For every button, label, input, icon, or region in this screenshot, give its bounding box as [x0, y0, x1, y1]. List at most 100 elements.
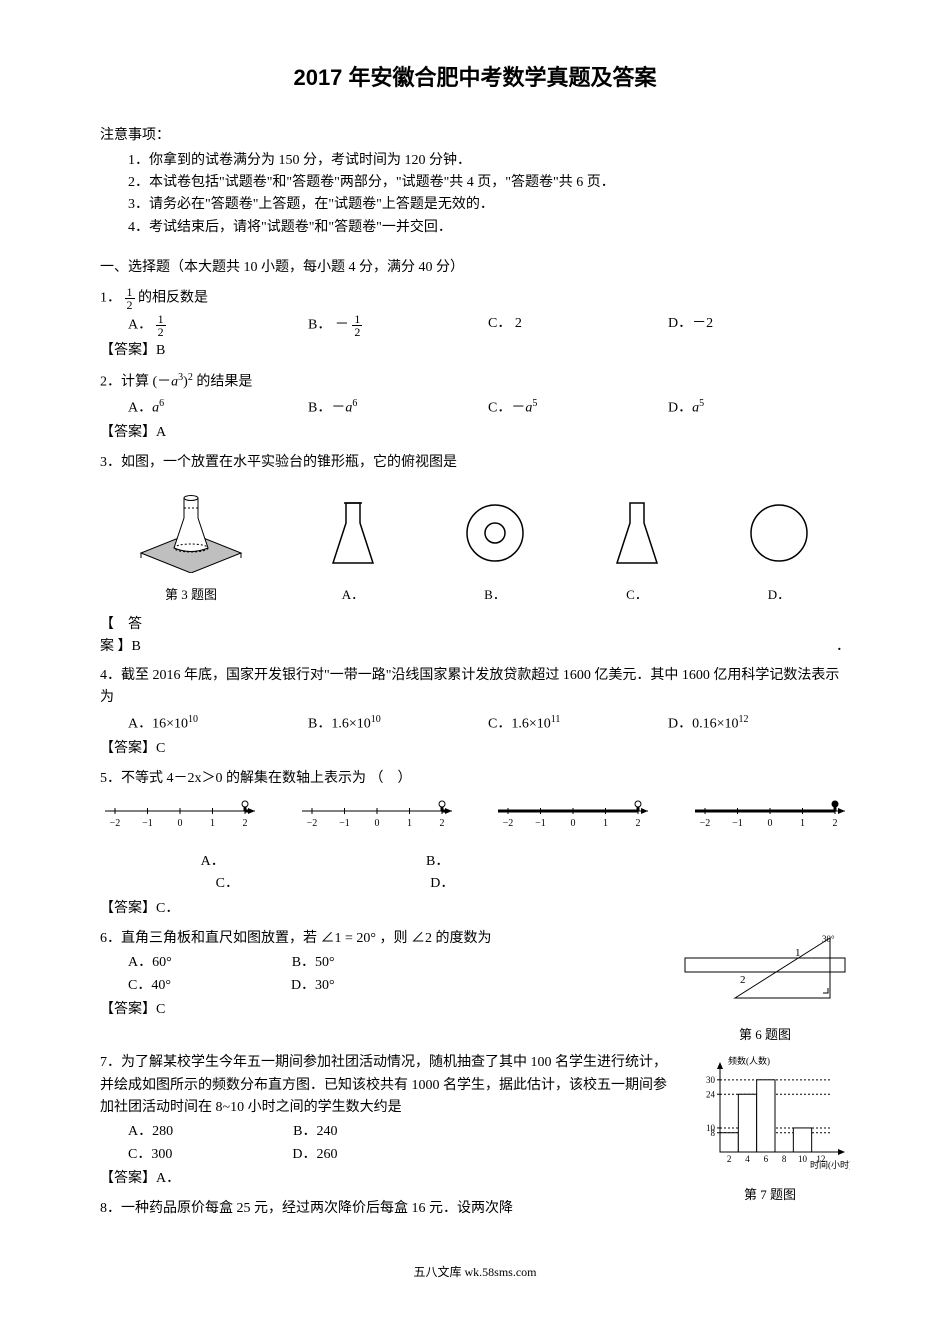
angle-label-30: 30° [822, 934, 835, 944]
page-title: 2017 年安徽合肥中考数学真题及答案 [100, 60, 850, 95]
fraction-denominator: 2 [125, 299, 135, 311]
choice-label: A． [128, 401, 152, 416]
superscript: 11 [551, 714, 561, 725]
q8-text: 8．一种药品原价每盒 25 元，经过两次降价后每盒 16 元．设两次降 [100, 1198, 680, 1220]
svg-text:−1: −1 [732, 818, 743, 829]
q1-choice-c: C． 2 [488, 313, 628, 338]
number-line-icon: −2−1012 [297, 796, 457, 836]
angle-2: ∠2 [411, 931, 432, 946]
flask-front-icon [602, 493, 672, 573]
question-4: 4．截至 2016 年底，国家开发银行对"一带一路"沿线国家累计发放贷款超过 1… [100, 665, 850, 760]
flask-front-icon [318, 493, 388, 573]
choice-label: B． [460, 585, 530, 606]
q2-prefix: 2．计算 [100, 375, 149, 390]
choice-label: C． [488, 716, 511, 731]
fraction: 1 2 [352, 313, 362, 338]
svg-text:0: 0 [178, 818, 183, 829]
choice-label: D． [668, 716, 692, 731]
number-line-icon: −2−1012 [100, 796, 260, 836]
svg-text:1: 1 [603, 818, 608, 829]
superscript: 5 [532, 398, 537, 409]
choice-label: C． [602, 585, 672, 606]
q7-text: 7．为了解某校学生今年五一期间参加社团活动情况，随机抽查了其中 100 名学生进… [100, 1052, 680, 1119]
fraction-denominator: 2 [352, 326, 362, 338]
sci-base: 1.6×10 [511, 716, 550, 731]
q1-fraction: 1 2 [125, 286, 135, 311]
q4-choice-b: B．1.6×1010 [308, 712, 448, 736]
section-1-title: 一、选择题（本大题共 10 小题，每小题 4 分，满分 40 分） [100, 257, 850, 279]
q7-choice-b: B．240 [293, 1121, 337, 1143]
svg-text:12: 12 [816, 1154, 825, 1164]
svg-text:10: 10 [706, 1123, 716, 1133]
superscript: 10 [371, 714, 381, 725]
svg-text:2: 2 [832, 818, 837, 829]
q1-answer: 【答案】B [100, 340, 850, 362]
q5-expr: 4－2x＞0 [167, 771, 223, 786]
choice-label: A． [128, 716, 152, 731]
question-1: 1． 1 2 的相反数是 A． 1 2 B． － 1 2 C． 2 D．－2 【… [100, 286, 850, 362]
q3-option-c-figure: C． [602, 493, 672, 606]
q5-suffix: 的解集在数轴上表示为 （ ） [226, 771, 412, 786]
svg-text:1: 1 [407, 818, 412, 829]
svg-text:−2: −2 [306, 818, 317, 829]
question-5: 5．不等式 4－2x＞0 的解集在数轴上表示为 （ ） −2 −1 0 1 2 −2 −1 0… [100, 768, 850, 920]
q6-choice-d: D．30° [291, 975, 335, 997]
choice-label: A． [201, 851, 225, 873]
q3-figure-label: 第 3 题图 [136, 585, 246, 606]
choice-label: C． [216, 873, 239, 895]
q7-choice-d: D．260 [292, 1144, 337, 1166]
q1-choice-d: D．－2 [668, 313, 808, 338]
q1-text: 1． 1 2 的相反数是 [100, 286, 850, 311]
q7-figure-label: 第 7 题图 [690, 1185, 850, 1206]
superscript: 12 [739, 714, 749, 725]
choice-label: A． [318, 585, 388, 606]
q4-choice-d: D．0.16×1012 [668, 712, 808, 736]
minus-sign: － [335, 317, 349, 332]
number-line-icon: −2−1012 [690, 796, 850, 836]
q3-period: ． [836, 636, 850, 658]
q2-answer: 【答案】A [100, 422, 850, 444]
choice-label: D． [744, 585, 814, 606]
fraction-denominator: 2 [156, 326, 166, 338]
question-7: 7．为了解某校学生今年五一期间参加社团活动情况，随机抽查了其中 100 名学生进… [100, 1052, 850, 1223]
q1-choice-b: B． － 1 2 [308, 313, 448, 338]
histogram-chart: 频数(人数)时间(小时)810243024681012 [690, 1052, 850, 1172]
q6-choice-b: B．50° [292, 952, 335, 974]
svg-text:30: 30 [706, 1075, 716, 1085]
circle-icon [744, 493, 814, 573]
q7-choice-a: A．280 [128, 1121, 173, 1143]
svg-text:4: 4 [745, 1154, 750, 1164]
q2-choice-a: A．a6 [128, 396, 268, 420]
q6-figure-label: 第 6 题图 [680, 1025, 850, 1046]
q6-suffix: 的度数为 [436, 931, 492, 946]
q1-prefix: 1． [100, 290, 121, 305]
q6-text: 6．直角三角板和直尺如图放置，若 ∠1 = 20° ，则 ∠2 的度数为 [100, 928, 680, 950]
svg-text:6: 6 [764, 1154, 769, 1164]
svg-text:−2: −2 [503, 818, 514, 829]
svg-text:8: 8 [782, 1154, 787, 1164]
q7-answer: 【答案】A． [100, 1168, 680, 1190]
angle-label-2: 2 [740, 974, 746, 986]
choice-label: B． [308, 716, 331, 731]
svg-text:−1: −1 [339, 818, 350, 829]
svg-text:0: 0 [767, 818, 772, 829]
q3-option-a-figure: A． [318, 493, 388, 606]
angle-label-1: 1 [795, 947, 801, 959]
question-2: 2．计算 (－a3)2 的结果是 A．a6 B．－a6 C．－a5 D．a5 【… [100, 370, 850, 444]
q3-text: 3．如图，一个放置在水平实验台的锥形瓶，它的俯视图是 [100, 452, 850, 474]
svg-text:2: 2 [727, 1154, 732, 1164]
q2-text: 2．计算 (－a3)2 的结果是 [100, 370, 850, 394]
svg-text:24: 24 [706, 1089, 716, 1099]
svg-text:−1: −1 [142, 818, 153, 829]
svg-text:1: 1 [800, 818, 805, 829]
sci-base: 16×10 [152, 716, 188, 731]
svg-text:频数(人数): 频数(人数) [728, 1055, 770, 1066]
svg-text:10: 10 [798, 1154, 808, 1164]
q6-choice-a: A．60° [128, 952, 172, 974]
sci-base: 1.6×10 [331, 716, 370, 731]
q5-prefix: 5．不等式 [100, 771, 167, 786]
q4-text: 4．截至 2016 年底，国家开发银行对"一带一路"沿线国家累计发放贷款超过 1… [100, 665, 850, 710]
paren-open: (－ [153, 375, 172, 390]
svg-text:0: 0 [571, 818, 576, 829]
superscript: 6 [352, 398, 357, 409]
